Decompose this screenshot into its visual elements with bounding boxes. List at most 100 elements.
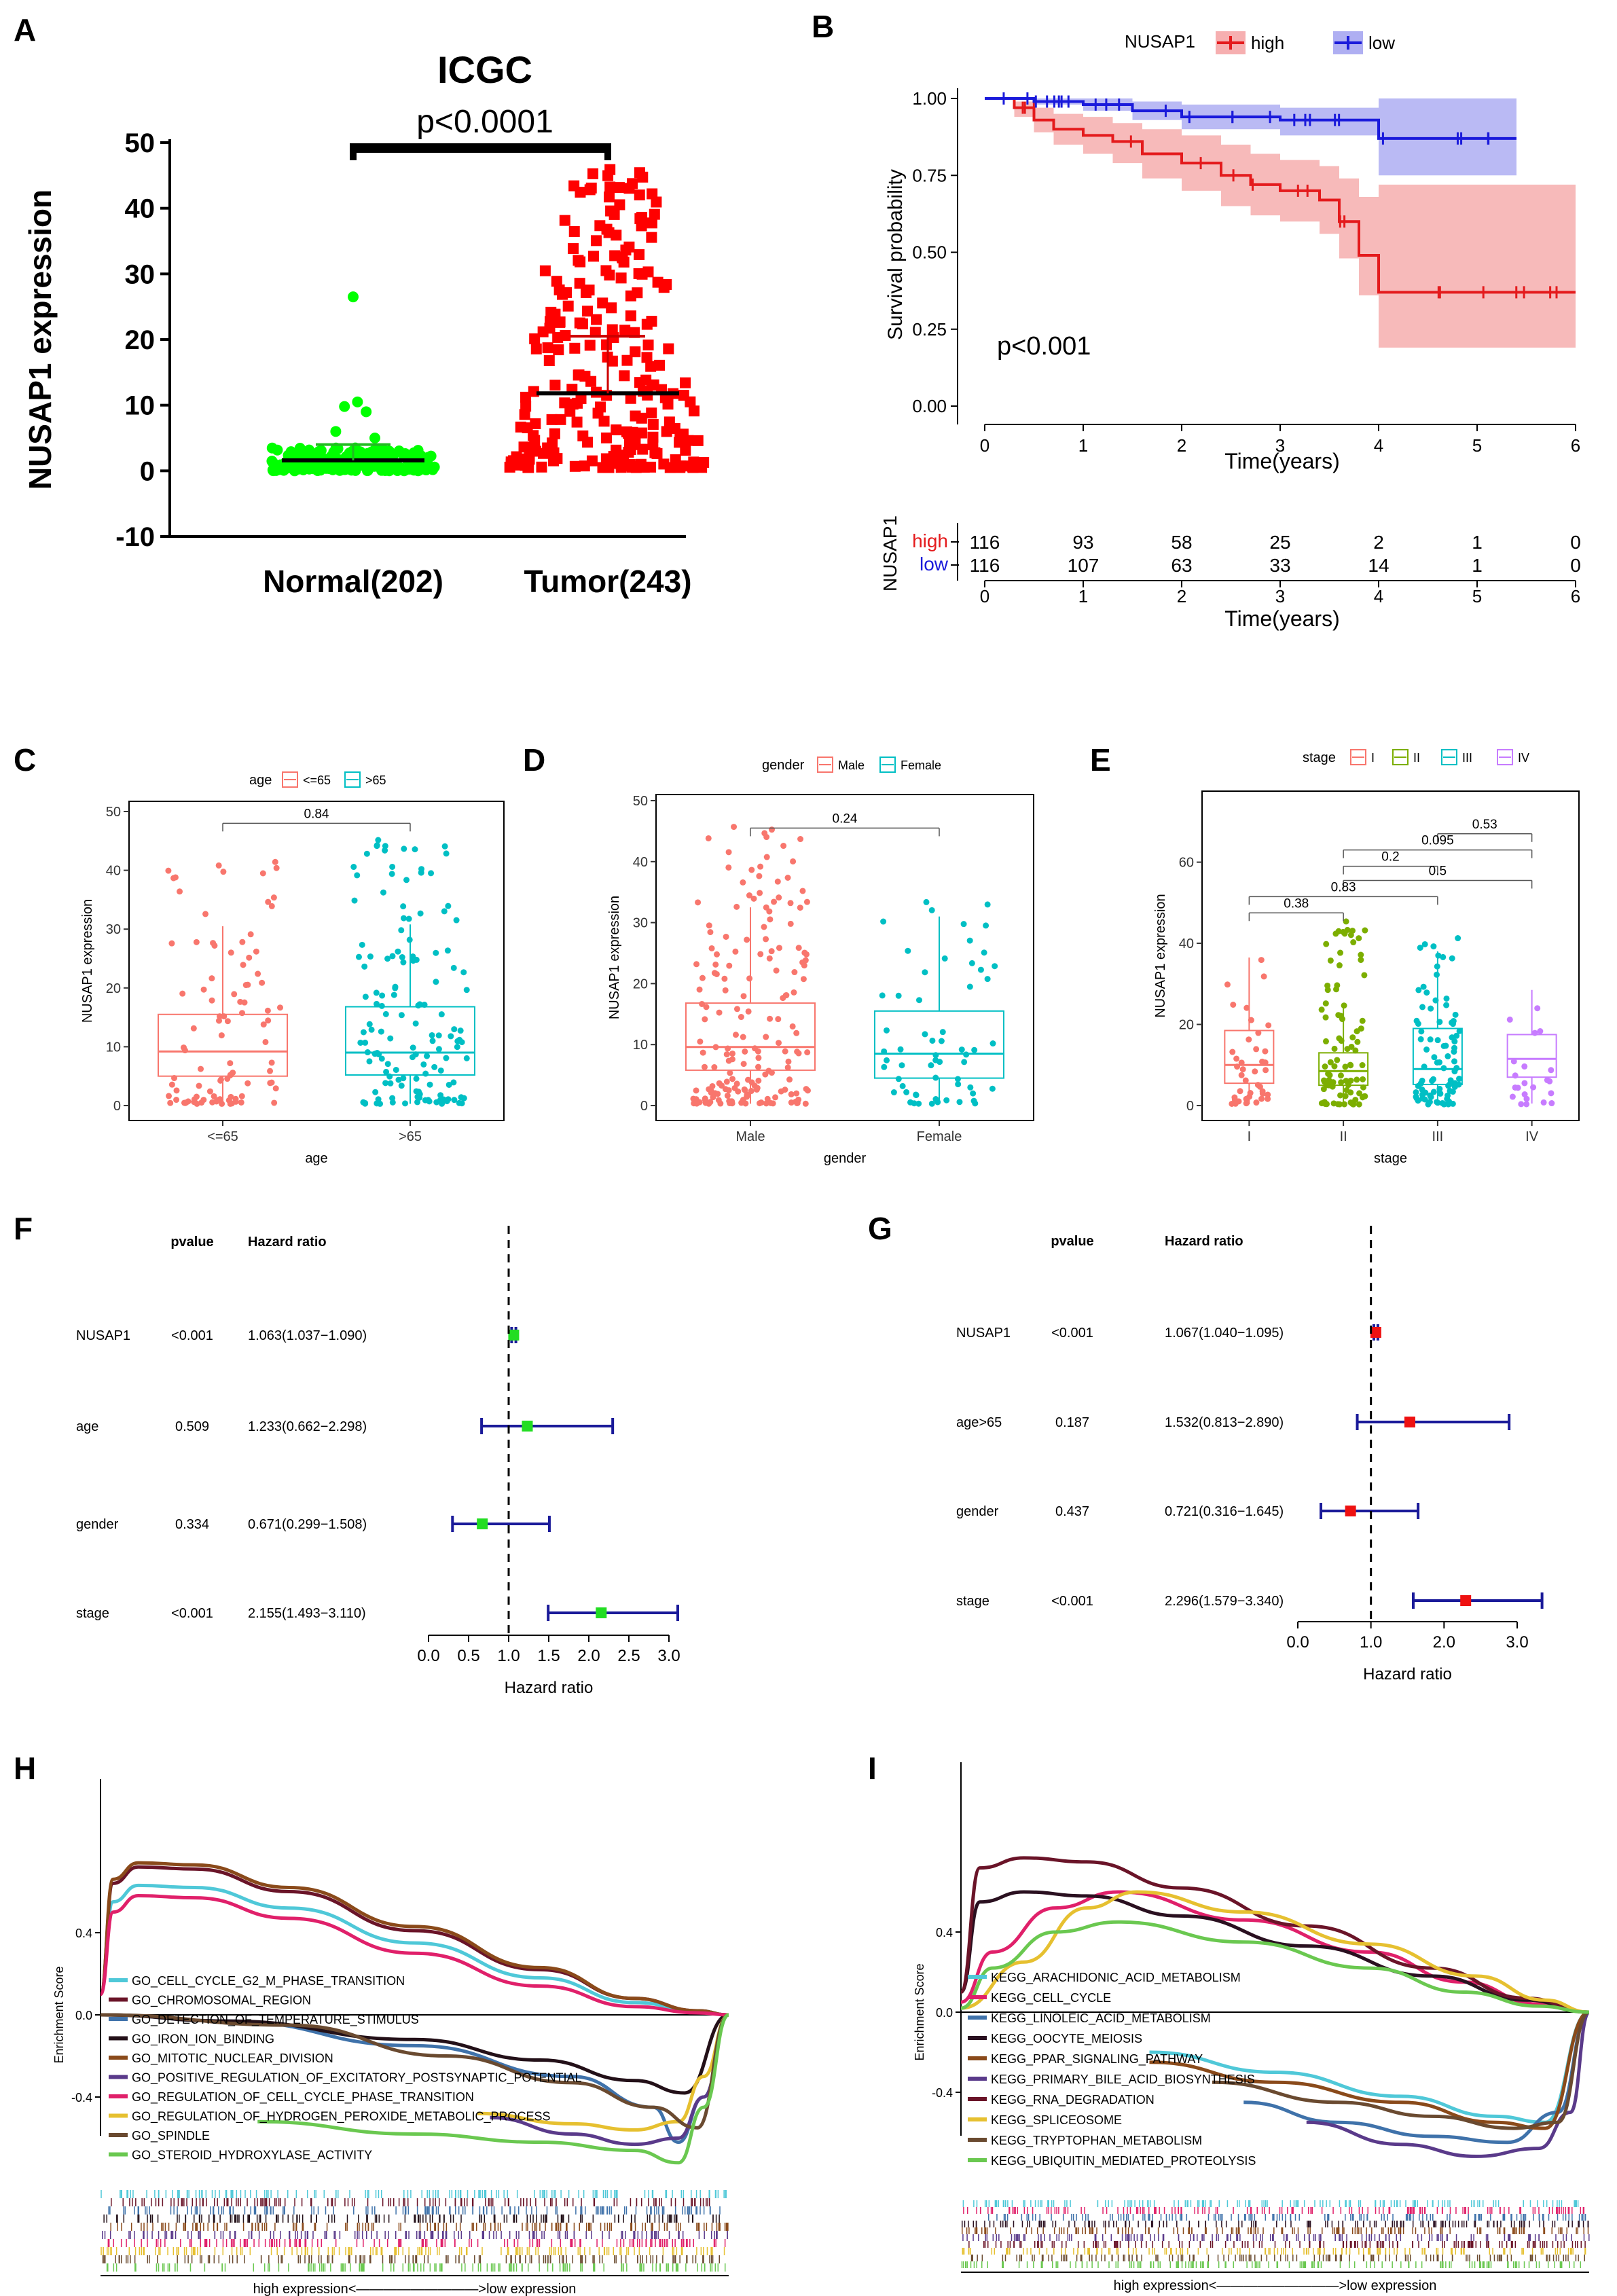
data-point	[1428, 1093, 1434, 1100]
data-point	[780, 843, 787, 850]
risk-x-tick-label: 1	[1078, 586, 1088, 606]
data-point	[630, 346, 641, 358]
row-name: NUSAP1	[956, 1326, 1011, 1341]
y-tick-label: 10	[633, 1038, 648, 1053]
data-point	[428, 870, 435, 877]
forest-row-gender: gender 0.437 0.721(0.316−1.645)	[956, 1503, 1420, 1519]
data-point	[735, 1088, 742, 1095]
data-point	[413, 1075, 420, 1082]
x-axis-label: high expression<—————————>low expression	[253, 2282, 577, 2296]
data-point	[932, 1057, 939, 1063]
data-point	[702, 1099, 709, 1106]
data-point	[568, 225, 580, 237]
data-point	[520, 401, 532, 412]
data-point	[913, 1091, 920, 1098]
data-point	[697, 1038, 704, 1045]
data-point	[232, 1095, 239, 1102]
data-point	[1243, 1100, 1250, 1107]
data-point	[364, 1049, 371, 1056]
data-point	[725, 1087, 732, 1093]
data-point	[971, 1046, 978, 1053]
data-point	[1360, 1084, 1366, 1091]
y-tick-label: 0.4	[75, 1927, 92, 1940]
group-Female: Female	[874, 898, 1004, 1144]
risk-count: 63	[1171, 555, 1192, 576]
data-point	[879, 992, 886, 999]
box	[874, 1010, 1004, 1079]
row-hazard-ratio: 1.233(0.662−2.298)	[248, 1419, 367, 1434]
data-point	[1455, 935, 1461, 942]
data-point	[433, 979, 439, 985]
data-point	[406, 936, 413, 943]
data-point	[555, 414, 566, 425]
data-point	[438, 1011, 445, 1018]
data-point	[357, 1039, 364, 1046]
data-point	[1506, 1016, 1513, 1023]
data-point	[437, 1097, 443, 1104]
risk-x-tick-label: 6	[1571, 586, 1580, 606]
data-point	[208, 975, 215, 982]
data-point	[714, 1091, 721, 1097]
data-point	[573, 369, 584, 381]
risk-count: 1	[1472, 532, 1483, 553]
data-point	[699, 974, 706, 981]
data-point	[171, 1075, 178, 1082]
y-tick-label: 30	[633, 916, 648, 931]
data-point	[543, 355, 555, 367]
panel-d: 50 40 30 20 10 0 NUSAP1 expression gender gender…	[607, 757, 1034, 1166]
data-point	[740, 993, 747, 1000]
data-point	[400, 903, 407, 910]
panel-letter-F: F	[14, 1211, 33, 1246]
data-point	[797, 836, 804, 843]
legend-label: low	[1368, 33, 1395, 53]
data-point	[551, 276, 562, 287]
data-point	[200, 1097, 207, 1104]
data-point	[1512, 1084, 1519, 1091]
legend-label: <=65	[303, 773, 331, 787]
series-low	[985, 92, 1516, 176]
enrichment-curve	[1212, 2010, 1591, 2130]
data-point	[1229, 1049, 1236, 1055]
legend-label: KEGG_LINOLEIC_ACID_METABOLISM	[991, 2011, 1211, 2026]
data-point	[1348, 1043, 1355, 1050]
data-point	[1262, 1067, 1269, 1074]
data-point	[166, 1093, 172, 1099]
data-point	[362, 1039, 369, 1046]
x-tick-label: >65	[399, 1129, 422, 1144]
data-point	[790, 858, 797, 864]
data-point	[763, 834, 770, 841]
data-point	[1356, 1101, 1362, 1108]
data-point	[802, 1100, 809, 1107]
data-point	[559, 397, 570, 409]
data-point	[763, 936, 769, 943]
data-point	[1423, 989, 1430, 996]
data-point	[417, 463, 429, 475]
data-point	[680, 377, 691, 388]
data-point	[618, 256, 630, 268]
data-point	[647, 418, 659, 430]
data-point	[609, 250, 621, 261]
data-point	[1437, 1090, 1444, 1097]
y-axis-label: NUSAP1 expression	[22, 189, 58, 490]
data-point	[366, 1058, 373, 1065]
risk-x-tick-label: 5	[1472, 586, 1482, 606]
data-point	[1334, 1057, 1341, 1063]
risk-x-tick-label: 0	[980, 586, 989, 606]
data-point	[289, 465, 300, 477]
data-point	[453, 917, 460, 924]
y-tick-label: 50	[633, 794, 648, 809]
data-point	[401, 915, 407, 922]
data-point	[424, 1053, 431, 1059]
data-point	[701, 1063, 708, 1070]
data-point	[190, 1025, 197, 1032]
data-point	[260, 1021, 267, 1028]
data-point	[420, 1061, 427, 1068]
data-point	[883, 1027, 890, 1034]
data-point	[966, 983, 973, 990]
hr-point	[596, 1607, 607, 1618]
data-point	[1341, 1101, 1348, 1108]
data-point	[1350, 939, 1357, 946]
data-point	[1445, 1082, 1452, 1089]
p-value-annotation: p<0.001	[997, 332, 1091, 361]
